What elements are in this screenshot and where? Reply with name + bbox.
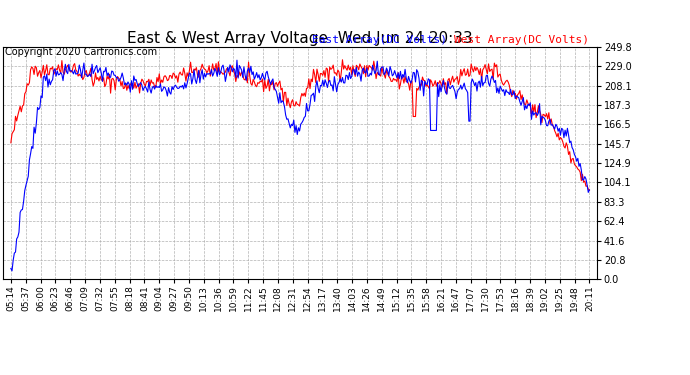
Text: West Array(DC Volts): West Array(DC Volts) xyxy=(455,35,589,45)
Text: Copyright 2020 Cartronics.com: Copyright 2020 Cartronics.com xyxy=(5,47,157,57)
Text: East Array(DC Volts): East Array(DC Volts) xyxy=(312,35,447,45)
Title: East & West Array Voltage  Wed Jun 24 20:33: East & West Array Voltage Wed Jun 24 20:… xyxy=(127,31,473,46)
